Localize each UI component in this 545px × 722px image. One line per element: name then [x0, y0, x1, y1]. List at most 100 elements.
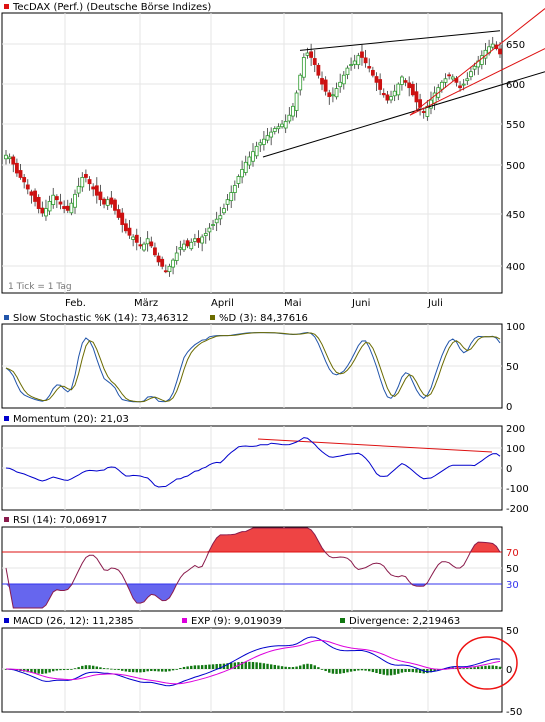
divergence-bar	[397, 669, 400, 674]
candle-body	[407, 82, 412, 89]
x-tick-juni: Juni	[351, 298, 370, 309]
divergence-bar	[240, 661, 244, 669]
candle-body	[36, 196, 41, 209]
divergence-bar	[302, 664, 306, 669]
candle-body	[258, 142, 263, 146]
divergence-bar	[251, 662, 255, 669]
candle-body	[261, 138, 266, 145]
candle-body	[207, 227, 212, 233]
candle-body	[203, 233, 208, 236]
candle-body	[414, 91, 419, 103]
candle-body	[131, 236, 136, 240]
divergence-bar	[168, 669, 171, 672]
momentum-line	[5, 437, 501, 488]
candle-body	[222, 208, 226, 214]
divergence-bar	[360, 669, 364, 671]
rsi-plot-frame	[1, 526, 503, 612]
divergence-bar	[269, 664, 273, 669]
divergence-bar	[466, 668, 469, 669]
divergence-bar	[186, 666, 189, 669]
divergence-bar	[477, 666, 480, 669]
tick-footnote: 1 Tick = 1 Tag	[8, 282, 72, 292]
price-y-tick: 400	[506, 262, 525, 273]
divergence-bar	[320, 669, 324, 670]
momentum-trendline	[257, 438, 493, 453]
candle-body	[323, 79, 328, 92]
divergence-bar	[157, 669, 160, 672]
divergence-bar	[277, 665, 280, 669]
candle-body	[225, 199, 230, 205]
macd-y-tick: -50	[506, 707, 522, 718]
candle-body	[105, 199, 110, 206]
candle-body	[305, 52, 310, 56]
candle-body	[447, 74, 452, 77]
candle-body	[240, 169, 245, 178]
divergence-bar	[81, 665, 84, 669]
divergence-bar	[124, 669, 128, 672]
divergence-bar	[404, 669, 407, 673]
candle-body	[116, 209, 121, 218]
macd-line	[5, 636, 501, 687]
candle-body	[400, 76, 404, 85]
candle-body	[145, 238, 150, 245]
candle-body	[62, 206, 67, 209]
candle-body	[65, 205, 70, 211]
divergence-bar	[480, 666, 484, 669]
candle-body	[374, 76, 379, 83]
candle-body	[479, 55, 484, 65]
divergence-bar	[226, 663, 229, 669]
divergence-bar	[353, 669, 356, 672]
divergence-bar	[62, 669, 66, 671]
stochastic-panel: Slow Stochastic %K (14): 73,46312 %D (3)…	[1, 313, 525, 413]
divergence-bar	[153, 669, 157, 672]
candle-body	[11, 156, 16, 165]
candle-body	[58, 201, 63, 205]
divergence-bar	[378, 669, 382, 674]
candle-body	[458, 85, 462, 89]
divergence-bar	[491, 665, 494, 669]
annotation-circle	[456, 636, 518, 690]
candle-body	[291, 105, 295, 117]
candle-body	[229, 192, 234, 202]
divergence-bar	[117, 669, 120, 671]
candle-body	[392, 90, 397, 97]
divergence-bar	[484, 665, 487, 669]
candle-body	[189, 241, 194, 250]
candle-body	[7, 156, 12, 160]
candle-body	[29, 191, 34, 196]
candle-body	[109, 197, 114, 205]
rsi-legend-label: RSI (14): 70,06917	[13, 515, 107, 526]
stoch-y-tick: 50	[506, 362, 519, 373]
candle-body	[182, 243, 186, 251]
divergence-bar	[426, 669, 429, 674]
candle-body	[341, 74, 346, 85]
candle-body	[102, 198, 106, 205]
rsi-overbought-fill	[6, 528, 500, 552]
momentum-gridlines	[2, 426, 502, 510]
candle-body	[167, 265, 172, 273]
divergence-bar	[306, 663, 309, 669]
divergence-bar	[30, 669, 33, 673]
price-y-tick: 650	[506, 40, 525, 51]
divergence-bar	[70, 669, 73, 670]
divergence-bar	[338, 669, 342, 674]
candle-body	[490, 43, 495, 48]
divergence-bar	[411, 669, 415, 673]
rsi-y-tick: 30	[506, 580, 519, 591]
divergence-bar	[407, 669, 411, 672]
divergence-bar	[84, 665, 88, 669]
divergence-bar	[291, 667, 295, 669]
candle-body	[410, 83, 415, 96]
price-plot-frame	[1, 12, 503, 294]
divergence-bar	[52, 669, 55, 672]
candle-body	[312, 58, 317, 65]
mom-y-tick: -100	[506, 484, 529, 495]
divergence-bar	[462, 668, 465, 670]
stoch-d-legend-label: %D (3): 84,37616	[219, 313, 308, 324]
candle-body	[338, 81, 343, 88]
exp-line	[6, 639, 501, 685]
stoch-k-legend-label: Slow Stochastic %K (14): 73,46312	[13, 313, 189, 324]
candle-body	[14, 162, 19, 174]
divergence-bar	[26, 669, 29, 673]
